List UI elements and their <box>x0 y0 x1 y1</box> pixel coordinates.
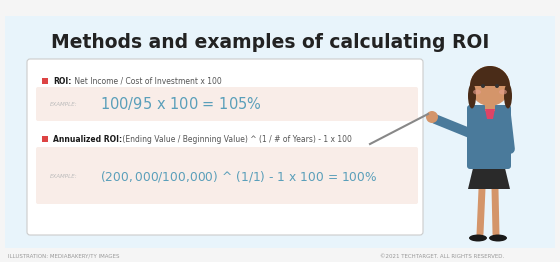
FancyBboxPatch shape <box>467 105 511 169</box>
Polygon shape <box>485 109 495 119</box>
Bar <box>42 78 48 84</box>
Polygon shape <box>468 164 510 189</box>
FancyBboxPatch shape <box>36 87 418 121</box>
Text: EXAMPLE:: EXAMPLE: <box>50 101 78 106</box>
Text: ROI:: ROI: <box>53 77 71 85</box>
Ellipse shape <box>489 234 507 242</box>
Text: ILLUSTRATION: MEDIABAKERY/TY IMAGES: ILLUSTRATION: MEDIABAKERY/TY IMAGES <box>8 254 119 259</box>
FancyBboxPatch shape <box>36 147 418 204</box>
Circle shape <box>481 84 485 88</box>
FancyBboxPatch shape <box>27 59 423 235</box>
Ellipse shape <box>504 84 512 108</box>
Text: Annualized ROI:: Annualized ROI: <box>53 134 122 144</box>
Circle shape <box>470 66 510 106</box>
Circle shape <box>495 84 499 88</box>
Wedge shape <box>470 66 510 86</box>
Bar <box>485 101 495 111</box>
FancyBboxPatch shape <box>5 16 555 248</box>
Circle shape <box>426 111 438 123</box>
Text: EXAMPLE:: EXAMPLE: <box>50 173 78 178</box>
Ellipse shape <box>499 90 507 95</box>
Text: ©2021 TECHTARGET. ALL RIGHTS RESERVED.: ©2021 TECHTARGET. ALL RIGHTS RESERVED. <box>380 254 504 259</box>
Text: ($200,000 / $100,000) ^ (1/1) - 1 x 100 = 100%: ($200,000 / $100,000) ^ (1/1) - 1 x 100 … <box>100 168 377 183</box>
Bar <box>42 136 48 142</box>
Text: (Ending Value / Beginning Value) ^ (1 / # of Years) - 1 x 100: (Ending Value / Beginning Value) ^ (1 / … <box>120 134 352 144</box>
Ellipse shape <box>473 90 481 95</box>
Ellipse shape <box>468 84 476 108</box>
Text: Net Income / Cost of Investment x 100: Net Income / Cost of Investment x 100 <box>72 77 222 85</box>
Ellipse shape <box>469 234 487 242</box>
Text: Methods and examples of calculating ROI: Methods and examples of calculating ROI <box>51 32 489 52</box>
Text: $100 / $95 x 100 = 105%: $100 / $95 x 100 = 105% <box>100 96 262 112</box>
